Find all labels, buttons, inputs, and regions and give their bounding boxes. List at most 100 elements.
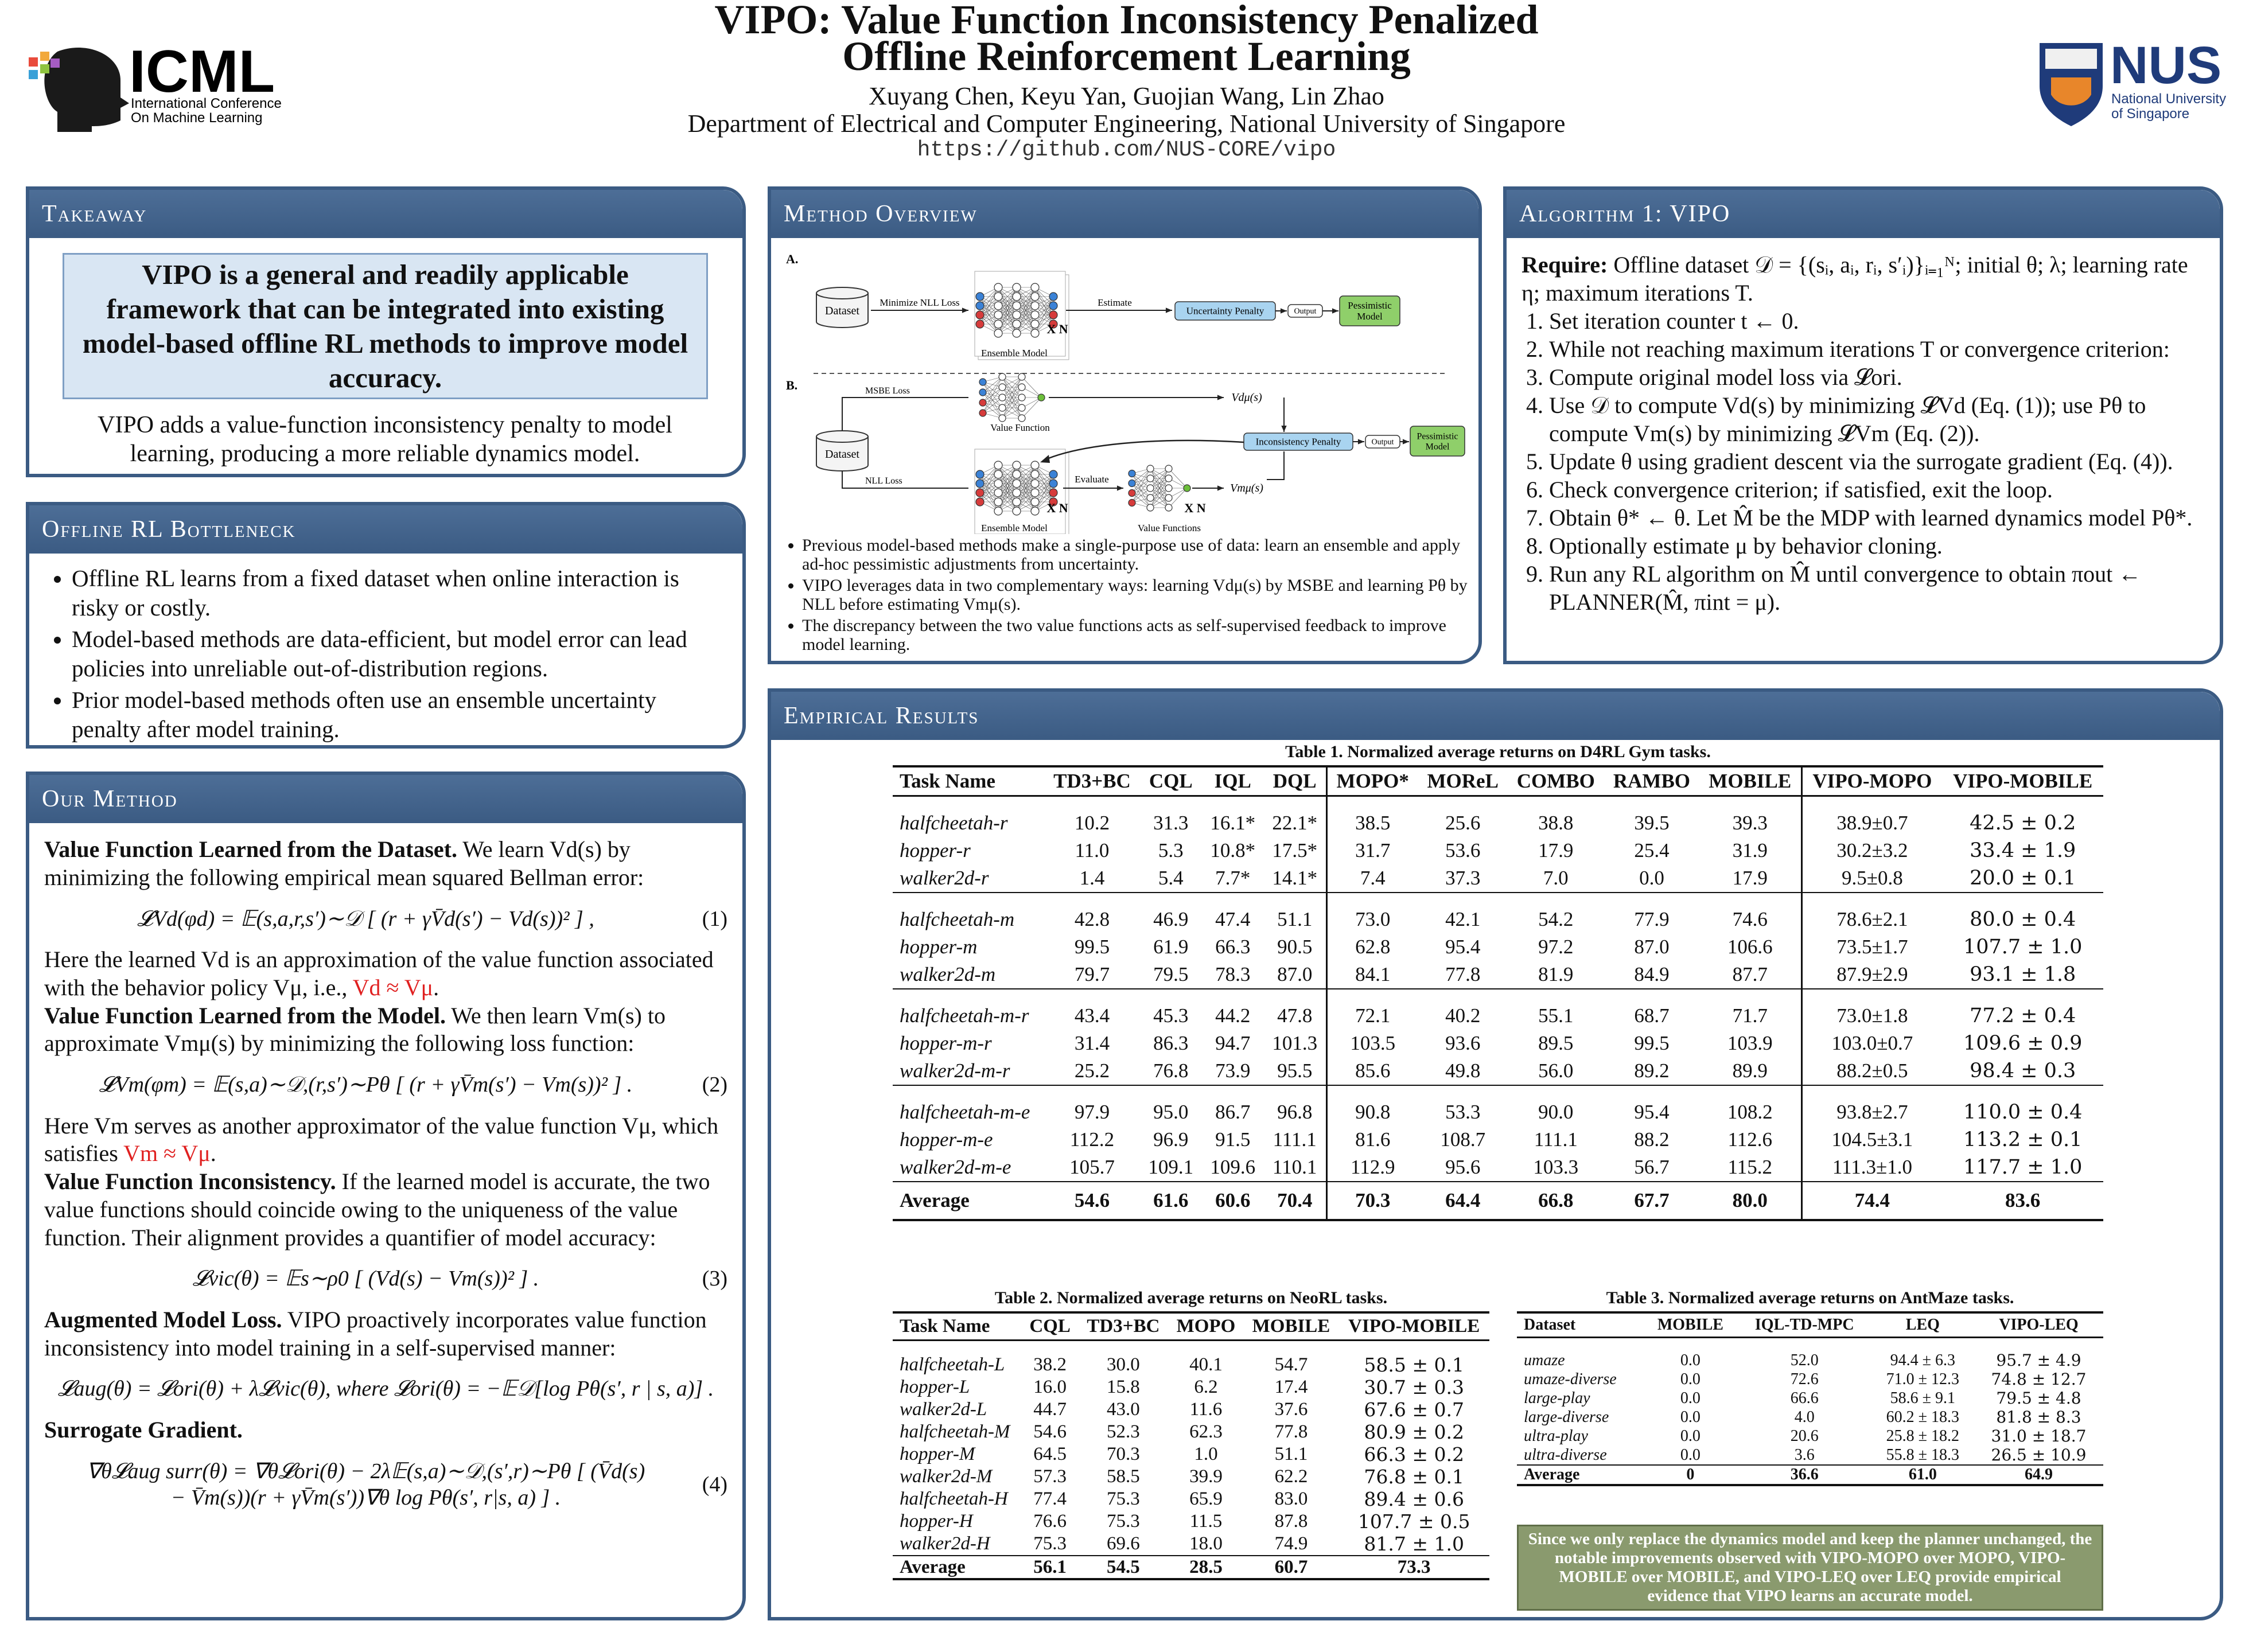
feedback-curve (1042, 439, 1244, 462)
table-cell: hopper-m-e (900, 1128, 993, 1151)
table-cell: 31.4 (1074, 1032, 1110, 1054)
table-cell: 93.8±2.7 (1800, 1085, 1943, 1126)
table-cell: 95.0 (1153, 1101, 1189, 1123)
network-edge (979, 287, 999, 315)
panel-body: Offline RL learns from a fixed dataset w… (29, 554, 742, 745)
column-header: Dataset (1517, 1312, 1643, 1338)
title: VIPO: Value Function Inconsistency Penal… (0, 0, 2253, 77)
table-cell: halfcheetah-m (900, 908, 1015, 930)
table-cell: 95.6 (1445, 1156, 1481, 1178)
algorithm-step: Set iteration counter t ← 0. (1549, 307, 2205, 335)
table-cell: 11.6 (1189, 1399, 1223, 1420)
network-node (979, 399, 987, 407)
network-edge (1150, 488, 1169, 508)
network-node (975, 292, 985, 301)
our-method-panel: Our Method Value Function Learned from t… (26, 772, 746, 1620)
network-node (975, 301, 985, 310)
algorithm-step: While not reaching maximum iterations T … (1549, 335, 2205, 363)
table-cell: 111.1 (1273, 1128, 1317, 1151)
table-cell: 72.1 (1325, 989, 1418, 1030)
table-cell: 20.0 ± 0.1 (1970, 867, 2076, 890)
equation: 𝓛vic(θ) = 𝔼s∼ρ0 [ (Vd(s) − Vm(s))² ] . (3… (44, 1265, 727, 1292)
network-edge (1168, 468, 1188, 489)
table-cell: 7.7* (1215, 867, 1251, 889)
table-cell: 38.2 (1033, 1354, 1067, 1375)
network-node (1018, 373, 1026, 381)
table: Task Name CQL TD3+BC MOPO MOBILE VIPO-MOBILE h… (893, 1311, 1489, 1580)
table-cell: 54.6 (1044, 1181, 1140, 1221)
table-cell: 55.1 (1538, 1004, 1574, 1027)
table-cell: walker2d-m (900, 963, 996, 985)
table-cell: 30.0 (1107, 1354, 1140, 1375)
paragraph: Value Function Learned from the Dataset.… (44, 836, 727, 892)
network-node (1018, 383, 1026, 391)
table-caption: Table 2. Normalized average returns on N… (994, 1288, 1388, 1307)
arrow-head (1280, 308, 1287, 314)
network-node (1049, 488, 1058, 497)
diagram-label: Ensemble Model (981, 523, 1048, 533)
results-panel: Empirical Results Table 1. Normalized av… (768, 688, 2223, 1620)
table-cell: 93.1 ± 1.8 (1970, 963, 2076, 986)
logo-name: NUS (2110, 40, 2221, 95)
network-node (1012, 497, 1021, 506)
network-node (994, 283, 1003, 292)
network-node (1049, 497, 1058, 506)
network-node (1146, 465, 1154, 473)
network-node (994, 292, 1003, 301)
network-node (1165, 504, 1173, 512)
table-cell: 18.0 (1189, 1533, 1223, 1554)
table-cell: 66.3 (1215, 936, 1251, 958)
table-cell: 86.7 (1215, 1101, 1251, 1123)
table-cell: 77.8 (1274, 1421, 1308, 1442)
table-cell: 60.2 ± 18.3 (1886, 1408, 1960, 1426)
table-cell: 74.9 (1274, 1533, 1308, 1554)
table-cell: 105.7 (1069, 1156, 1115, 1178)
diagram-label: Evaluate (1075, 474, 1108, 485)
network-node (1012, 283, 1021, 292)
table-cell: halfcheetah-m-e (900, 1101, 1030, 1123)
network-node (1012, 470, 1021, 479)
text-run: We then learn Vm(s) to approximate Vmμ(s… (44, 1002, 666, 1057)
authors: Xuyang Chen, Keyu Yan, Guojian Wang, Lin… (869, 82, 1384, 110)
column-header: MOBILE (1699, 766, 1801, 797)
panel-title: Algorithm 1: VIPO (1507, 190, 2220, 238)
network-node (1030, 488, 1040, 497)
table-row: halfcheetah-m 42.8 46.9 47.4 51.1 73.0 42.1 54.… (893, 893, 2103, 933)
table-cell: 45.3 (1153, 1004, 1189, 1027)
table-cell: 93.6 (1445, 1032, 1481, 1054)
table-row: walker2d-M 57.3 58.5 39.9 62.2 76.8 ± 0.1 (893, 1466, 1489, 1488)
network-node (994, 506, 1003, 516)
network-node (1012, 329, 1021, 338)
text-run: Here the learned Vd is an approximation … (44, 946, 714, 1000)
network-node (998, 373, 1006, 381)
network-node (1018, 414, 1026, 422)
network-node (998, 414, 1006, 422)
logo-head (44, 48, 129, 132)
paragraph: Value Function Learned from the Model. W… (44, 1002, 727, 1058)
diagram-label: Output (1294, 307, 1317, 316)
table-cell: 17.9 (1732, 867, 1768, 889)
network-edge (1168, 488, 1188, 508)
network-edge (998, 305, 1017, 334)
table-row: halfcheetah-H 77.4 75.3 65.9 83.0 89.4 ± 0.6 (893, 1488, 1489, 1510)
network-node (1049, 310, 1058, 320)
network-node (1049, 320, 1058, 329)
table-cell: 65.9 (1189, 1489, 1223, 1509)
diagram-label: MSBE Loss (865, 386, 910, 396)
network-edge (982, 376, 1003, 393)
table-cell: 95.5 (1277, 1059, 1313, 1082)
table-cell: 53.6 (1445, 839, 1481, 862)
network-node (975, 320, 985, 329)
network-node (994, 497, 1003, 506)
diagram-label: Ensemble Model (981, 348, 1048, 359)
table-cell: 54.5 (1078, 1555, 1169, 1580)
network-edge (1021, 376, 1042, 398)
table-cell: hopper-m (900, 936, 978, 958)
network-node (1030, 329, 1040, 338)
table-cell: 42.8 (1074, 908, 1110, 930)
table-cell: 96.9 (1153, 1128, 1189, 1151)
method-diagram: A. Dataset Minimize NLL Loss X N Ensemble Mo… (786, 252, 1465, 534)
table-row: Average 56.1 54.5 28.5 60.7 73.3 (893, 1555, 1489, 1580)
diagram-label: A. (786, 252, 798, 266)
column-header: LEQ (1871, 1312, 1974, 1338)
